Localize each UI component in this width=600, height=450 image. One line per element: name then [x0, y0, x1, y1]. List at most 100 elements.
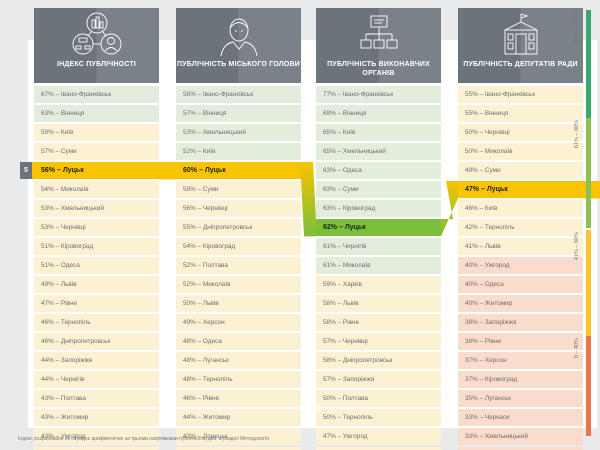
list-item: 50% – Чернівці [458, 123, 583, 142]
row-percent: 50% [465, 147, 478, 155]
row-city: Чернівці [60, 223, 86, 231]
row-percent: 35% [465, 394, 478, 402]
ranking-list: 77% – Івано-Франківськ 69% – Вінниця 65% –… [316, 86, 441, 450]
list-item: 45% – Житомир [316, 446, 441, 450]
row-city: Луцьк [486, 185, 508, 193]
row-percent: 37% [465, 356, 478, 364]
legend-label: 81% – 100% [574, 12, 580, 44]
list-item: 38% – Рівне [458, 332, 583, 351]
row-percent: 50% [183, 299, 196, 307]
list-item: 59% – Харків [316, 275, 441, 294]
list-item: 51% – Кіровоград [34, 237, 159, 256]
row-percent: 59% [41, 128, 54, 136]
row-percent: 37% [465, 375, 478, 383]
row-city: Запоріжжя [342, 375, 375, 383]
column-header: ПУБЛІЧНІСТЬ ДЕПУТАТІВ РАДИ [458, 8, 583, 83]
row-city: Чернівці [342, 337, 368, 345]
list-item: 57% – Вінниця [176, 104, 301, 123]
list-item: 53% – Чернівці [34, 218, 159, 237]
row-percent: 60% [183, 166, 198, 174]
row-city: Харків [342, 280, 362, 288]
row-percent: 40% [465, 261, 478, 269]
list-item: 55% – Вінниця [458, 104, 583, 123]
highlighted-row: 47% – Луцьк [458, 180, 583, 199]
row-city: Івано-Франківськ [484, 91, 536, 98]
row-city: Львів [60, 280, 77, 288]
column-header: ПУБЛІЧНІСТЬ МІСЬКОГО ГОЛОВИ [176, 8, 301, 83]
row-percent: 52% [183, 280, 196, 288]
list-item: 58% – Івано-Франківськ [176, 86, 301, 104]
row-percent: 54% [183, 242, 196, 250]
list-item: 33% – Хмельницький [458, 427, 583, 446]
row-percent: 40% [465, 280, 478, 288]
list-item: 43% – Ужгород [34, 427, 159, 446]
row-city: Львів [484, 242, 501, 250]
list-item: 53% – Хмельницький [176, 123, 301, 142]
list-item: 48% – Одеса [176, 332, 301, 351]
row-city: Житомир [60, 413, 89, 421]
row-percent: 43% [41, 432, 54, 440]
list-item: 65% – Хмельницький [316, 142, 441, 161]
list-item: 58% – Львів [316, 294, 441, 313]
list-item: 61% – Миколаїв [316, 256, 441, 275]
row-percent: 56% [41, 166, 56, 174]
row-percent: 46% [41, 337, 54, 345]
row-city: Херсон [484, 356, 507, 364]
row-city: Миколаїв [60, 185, 89, 193]
list-item: 59% – Київ [34, 123, 159, 142]
row-percent: 63% [323, 185, 336, 193]
network-people-icon [34, 12, 159, 56]
list-item: 49% – Херсон [176, 313, 301, 332]
row-city: Тернопіль [202, 375, 233, 383]
row-percent: 56% [183, 204, 196, 212]
list-item: 47% – Ужгород [316, 427, 441, 446]
list-item: 52% – Київ [176, 142, 301, 161]
row-percent: 33% [465, 432, 478, 440]
row-percent: 47% [41, 299, 54, 307]
row-city: Івано-Франківськ [202, 91, 254, 98]
row-percent: 67% [41, 91, 54, 98]
row-percent: 58% [183, 91, 196, 98]
row-percent: 47% [323, 432, 336, 440]
list-item: 48% – Луганськ [176, 351, 301, 370]
row-percent: 48% [183, 375, 196, 383]
row-city: Одеса [60, 261, 80, 269]
row-city: Суми [202, 185, 219, 193]
list-item: 47% – Рівне [34, 294, 159, 313]
list-item: 31% – Харків [458, 446, 583, 450]
list-item: 46% – Дніпропетровськ [34, 332, 159, 351]
ranking-list: 67% – Івано-Франківськ 63% – Вінниця 59% –… [34, 86, 159, 450]
row-city: Дніпропетровськ [202, 223, 253, 231]
list-item: 43% – Донецьк [176, 427, 301, 446]
row-percent: 46% [41, 318, 54, 326]
row-percent: 57% [323, 337, 336, 345]
row-city: Одеса [202, 337, 222, 345]
legend-color-bar [586, 118, 591, 228]
row-percent: 53% [183, 128, 196, 136]
row-city: Суми [484, 166, 501, 174]
column-title: ІНДЕКС ПУБЛІЧНОСТІ [56, 61, 137, 68]
council-building-icon [458, 12, 583, 56]
list-item: 54% – Миколаїв [34, 180, 159, 199]
list-item: 40% – Одеса [458, 275, 583, 294]
row-percent: 57% [323, 375, 336, 383]
list-item: 46% – Рівне [176, 389, 301, 408]
row-percent: 50% [465, 128, 478, 136]
row-percent: 57% [41, 147, 54, 155]
row-percent: 50% [323, 413, 336, 421]
row-city: Житомир [202, 413, 231, 421]
list-item: 58% – Дніпропетровськ [316, 351, 441, 370]
row-city: Луцьк [62, 166, 84, 174]
row-city: Львів [342, 299, 359, 307]
legend-color-bar [586, 10, 591, 120]
list-item: 57% – Запоріжжя [316, 370, 441, 389]
row-city: Миколаїв [484, 147, 513, 155]
row-percent: 57% [183, 109, 196, 117]
row-city: Миколаїв [202, 280, 231, 288]
row-city: Рівне [60, 299, 78, 307]
row-city: Київ [342, 128, 356, 136]
row-city: Івано-Франківськ [342, 91, 394, 98]
list-item: 63% – Вінниця [34, 104, 159, 123]
row-percent: 65% [323, 147, 336, 155]
row-city: Донецьк [202, 432, 228, 440]
